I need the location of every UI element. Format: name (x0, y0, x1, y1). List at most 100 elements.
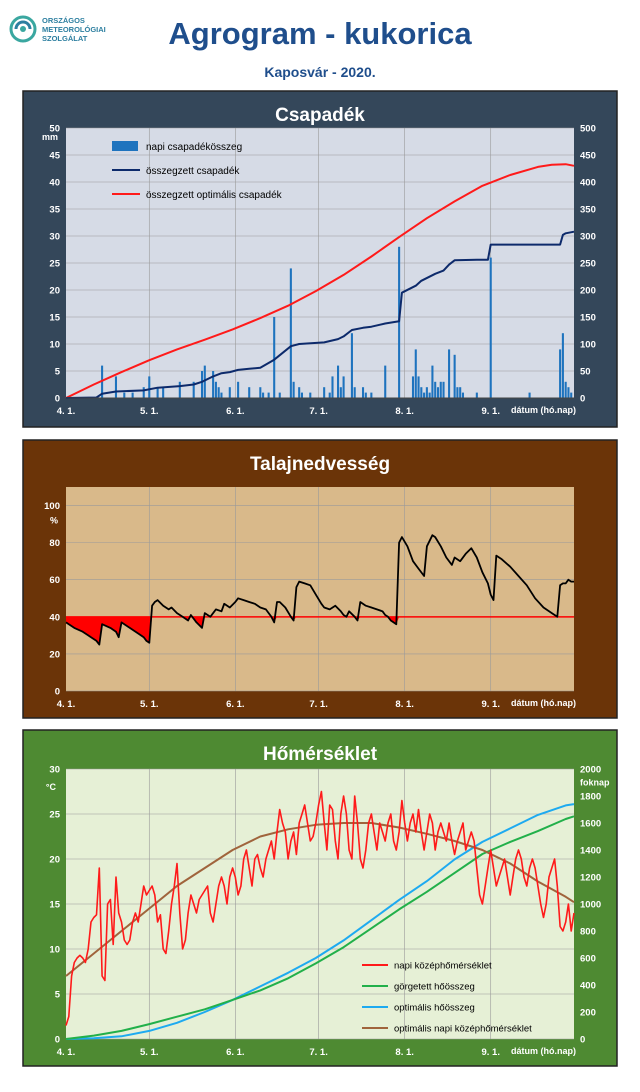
precip-bar (217, 387, 220, 398)
legend-label: optimális napi középhőmérséklet (394, 1024, 532, 1035)
legend-label: görgetett hőösszeg (394, 982, 475, 993)
precip-bar (567, 387, 570, 398)
y-right-tick-label: 1400 (580, 846, 601, 857)
precip-bar (434, 381, 437, 398)
legend-label: napi középhőmérséklet (394, 961, 492, 972)
y-axis-unit: mm (42, 132, 58, 142)
legend-label: napi csapadékösszeg (146, 142, 242, 153)
precip-bar (162, 387, 165, 398)
y-tick-label: 45 (49, 151, 60, 162)
precip-bar (289, 268, 292, 398)
precip-bar (420, 387, 423, 398)
precip-bar (114, 376, 118, 398)
soil-panel: Talajnedvesség 0 20 40 60 80 100% 4. 1. 5. 1. 6. … (22, 439, 618, 719)
y-tick-label: 30 (49, 765, 60, 776)
precip-bar (411, 376, 415, 398)
deficit-area (66, 616, 574, 645)
y-right-tick-label: 450 (580, 151, 596, 162)
precip-bar (461, 392, 465, 398)
precip-bar (328, 392, 331, 398)
precip-bar (331, 376, 334, 398)
y-right-tick-label: 0 (580, 394, 585, 405)
y-tick-label: 15 (49, 313, 60, 324)
precip-bar (361, 387, 365, 398)
precip-bar (489, 257, 492, 398)
x-tick-label: 9. 1. (481, 406, 500, 417)
precip-bar (353, 387, 356, 398)
precip-bar (384, 365, 387, 398)
precip-bar (192, 381, 195, 398)
y-right-tick-label: 50 (580, 367, 591, 378)
y-right-tick-label: 250 (580, 259, 596, 270)
y-right-tick-label: 350 (580, 205, 596, 216)
legend-swatch (112, 141, 138, 151)
y-right-tick-label: 200 (580, 1008, 596, 1019)
y-tick-label: 25 (49, 810, 60, 821)
x-tick-label: 7. 1. (309, 699, 328, 710)
precip-bar (436, 387, 440, 398)
precip-bar (453, 354, 456, 398)
precip-bar (528, 392, 531, 398)
precip-bar (423, 392, 426, 398)
y-tick-label: 40 (49, 178, 60, 189)
soil-chart: Talajnedvesség 0 20 40 60 80 100% 4. 1. 5. 1. 6. … (22, 439, 618, 719)
x-tick-label: 6. 1. (226, 1047, 245, 1058)
precip-bar (220, 392, 223, 398)
y-tick-label: 25 (49, 259, 60, 270)
plot-area (66, 487, 574, 691)
y-tick-label: 30 (49, 232, 60, 243)
y-tick-label: 20 (49, 855, 60, 866)
logo-text: ORSZÁGOS METEOROLÓGIAI SZOLGÁLAT (42, 16, 106, 43)
y-tick-label: 0 (55, 394, 60, 405)
y-right-axis-unit: foknap (580, 778, 610, 788)
y-right-tick-label: 1200 (580, 873, 601, 884)
y-right-tick-label: 300 (580, 232, 596, 243)
precip-bar (428, 392, 431, 398)
y-tick-label: 0 (55, 1035, 60, 1046)
precip-bar (298, 387, 301, 398)
x-tick-label: 5. 1. (140, 699, 159, 710)
precip-bar (431, 365, 434, 398)
y-right-tick-label: 150 (580, 313, 596, 324)
header: ORSZÁGOS METEOROLÓGIAI SZOLGÁLAT Agrogra… (0, 0, 640, 86)
precip-chart: Csapadék05101520253035404550050100150200… (22, 90, 618, 428)
precip-bar (292, 381, 295, 398)
y-tick-label: 100 (44, 501, 60, 512)
precip-bar (564, 381, 567, 398)
precip-bar (364, 392, 367, 398)
x-tick-label: 4. 1. (57, 699, 76, 710)
y-tick-label: 50 (49, 124, 60, 135)
x-tick-label: 9. 1. (481, 1047, 500, 1058)
precip-bar (148, 376, 151, 398)
y-right-tick-label: 1000 (580, 900, 601, 911)
y-tick-label: 35 (49, 205, 60, 216)
precip-bar (228, 387, 231, 398)
y-right-tick-label: 600 (580, 954, 596, 965)
y-tick-label: 10 (49, 945, 60, 956)
y-right-tick-label: 0 (580, 1035, 585, 1046)
precip-bar (262, 392, 265, 398)
precip-bar (259, 387, 262, 398)
legend-label: összegzett optimális csapadék (146, 190, 283, 201)
precip-bar (475, 392, 478, 398)
panel-title: Csapadék (275, 105, 365, 126)
y-tick-label: 10 (49, 340, 60, 351)
y-tick-label: 20 (49, 286, 60, 297)
x-axis-label: dátum (hó.nap) (511, 1046, 576, 1056)
y-tick-label: 15 (49, 900, 60, 911)
page-title: Agrogram - kukorica (168, 16, 472, 51)
x-tick-label: 5. 1. (140, 406, 159, 417)
x-tick-label: 4. 1. (57, 1047, 76, 1058)
panel-title: Talajnedvesség (250, 454, 390, 475)
precip-bar (459, 387, 462, 398)
x-tick-label: 6. 1. (226, 406, 245, 417)
precip-bar (337, 365, 340, 398)
precip-bar (561, 333, 564, 398)
y-right-tick-label: 2000 (580, 765, 601, 776)
y-right-tick-label: 1800 (580, 792, 601, 803)
precip-bar (142, 387, 145, 398)
precip-bar (342, 376, 345, 398)
x-tick-label: 9. 1. (481, 699, 500, 710)
precip-bar (278, 392, 281, 398)
precip-bar (339, 387, 342, 398)
